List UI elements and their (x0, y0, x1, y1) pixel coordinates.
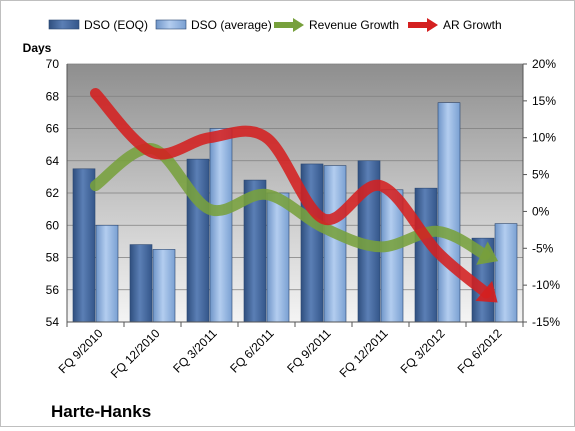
x-tick-label: FQ 6/2012 (455, 326, 505, 376)
legend-item-dso-average: DSO (average) (155, 18, 272, 32)
y2-tick-label: -5% (532, 241, 554, 255)
y-tick-label: 62 (46, 186, 60, 200)
revenue-growth-arrowhead (476, 241, 499, 265)
bar-dso-average (152, 249, 176, 323)
y-axis-left-ticks: 54 56 58 60 62 64 66 68 70 (46, 57, 60, 329)
y-tick-label: 64 (46, 154, 60, 168)
ar-growth-arrowhead (475, 280, 498, 303)
y-tick-label: 60 (46, 218, 60, 232)
y2-tick-label: 15% (532, 94, 556, 108)
bar-dso-eoq (129, 244, 153, 323)
x-tick-label: FQ 12/2011 (337, 326, 391, 380)
y-tick-label: 54 (46, 315, 60, 329)
y-tick-label: 58 (46, 251, 60, 265)
legend-item-dso-eoq: DSO (EOQ) (48, 18, 148, 32)
y-axis-title: Days (23, 41, 52, 55)
legend-item-revenue-growth: Revenue Growth (274, 18, 399, 32)
legend-swatch (155, 19, 187, 30)
axes (66, 63, 527, 327)
y2-tick-label: 10% (532, 131, 556, 145)
bar-dso-average (95, 224, 119, 323)
x-tick-label: FQ 3/2011 (170, 326, 220, 376)
growth-lines (90, 87, 499, 303)
bar-dso-average (209, 128, 233, 323)
y2-tick-label: -10% (532, 278, 560, 292)
legend-label: DSO (EOQ) (84, 18, 148, 32)
bar-dso-average (437, 102, 461, 323)
x-tick-label: FQ 3/2012 (398, 326, 448, 376)
legend-label: AR Growth (443, 18, 502, 32)
x-tick-label: FQ 9/2011 (284, 326, 334, 376)
legend-swatch (48, 19, 80, 30)
ar-growth-line (90, 87, 492, 299)
y2-tick-label: 0% (532, 204, 550, 218)
legend-item-ar-growth: AR Growth (408, 18, 502, 32)
y2-tick-label: -15% (532, 315, 560, 329)
bar-dso-average (323, 165, 347, 323)
x-axis-ticks: FQ 9/2010 FQ 12/2010 FQ 3/2011 FQ 6/2011 FQ … (56, 326, 505, 381)
y-tick-label: 70 (46, 57, 60, 71)
legend-label: Revenue Growth (309, 18, 399, 32)
y-tick-label: 66 (46, 122, 60, 136)
y-tick-label: 56 (46, 283, 60, 297)
company-name: Harte-Hanks (51, 402, 151, 421)
y2-tick-label: 5% (532, 168, 550, 182)
bar-dso-average (266, 192, 290, 323)
legend-arrow-icon (427, 18, 438, 32)
legend-label: DSO (average) (191, 18, 272, 32)
y-axis-right-ticks: -15% -10% -5% 0% 5% 10% 15% 20% (532, 57, 560, 329)
x-tick-label: FQ 9/2010 (56, 326, 106, 376)
y-tick-label: 68 (46, 89, 60, 103)
legend-arrow-icon (293, 18, 304, 32)
x-tick-label: FQ 6/2011 (227, 326, 277, 376)
legend: DSO (EOQ) DSO (average) Revenue Growth AR G… (48, 18, 502, 32)
x-tick-label: FQ 12/2010 (108, 326, 163, 381)
bar-dso-eoq (72, 168, 96, 323)
y2-tick-label: 20% (532, 57, 556, 71)
bar-dso-average (494, 223, 518, 323)
